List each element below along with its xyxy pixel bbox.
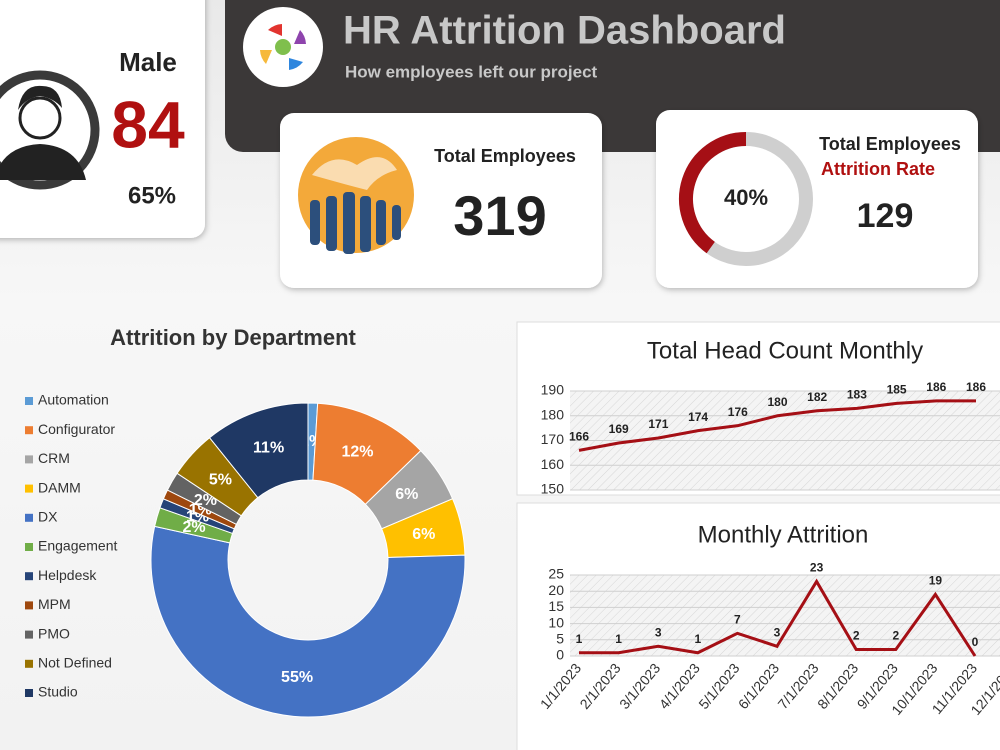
male-value: 84 <box>111 87 185 161</box>
y-tick-label: 15 <box>548 598 564 614</box>
legend-label: Not Defined <box>38 655 112 671</box>
header-title: HR Attrition Dashboard <box>343 9 786 53</box>
plot-area <box>570 575 1000 656</box>
legend-label: CRM <box>38 450 70 466</box>
legend-label: Studio <box>38 684 78 700</box>
data-line <box>578 399 976 452</box>
y-tick-label: 0 <box>556 647 564 663</box>
slice-label: 6% <box>395 486 418 503</box>
legend-label: Configurator <box>38 421 115 437</box>
attrition-sublabel: Attrition Rate <box>821 159 935 179</box>
data-label: 3 <box>774 625 781 639</box>
legend-marker <box>25 601 33 610</box>
legend-label: Engagement <box>38 538 118 554</box>
data-label: 183 <box>847 387 867 401</box>
data-label: 185 <box>887 383 907 397</box>
data-label: 3 <box>655 625 662 639</box>
donut-slice <box>208 402 309 499</box>
data-label: 174 <box>688 410 708 424</box>
y-tick-label: 25 <box>548 566 564 582</box>
attrition-card <box>656 110 978 288</box>
data-label: 2 <box>892 629 899 643</box>
donut-slice <box>150 525 466 718</box>
legend-marker <box>25 630 33 639</box>
gauge-arc <box>679 132 747 254</box>
legend-marker <box>25 513 33 522</box>
slice-label: 11% <box>253 439 284 456</box>
legend-label: Helpdesk <box>38 567 97 583</box>
slice-label: 55% <box>281 669 313 686</box>
legend-marker <box>25 543 33 551</box>
data-label: 186 <box>926 380 946 394</box>
male-label: Male <box>119 47 177 77</box>
chart-title: Monthly Attrition <box>698 521 869 548</box>
slice-label: 12% <box>342 444 374 461</box>
legend-marker <box>25 455 33 464</box>
legend-label: PMO <box>38 625 70 641</box>
legend-marker <box>25 689 33 697</box>
attrition-value: 129 <box>857 197 914 235</box>
slice-label: 5% <box>209 471 232 488</box>
legend-marker <box>25 484 33 493</box>
attrition-label: Total Employees <box>819 134 961 154</box>
data-label: 180 <box>767 395 787 409</box>
legend-label: Automation <box>38 392 109 408</box>
total-label: Total Employees <box>434 146 576 166</box>
data-label: 171 <box>648 417 668 431</box>
data-label: 2 <box>853 629 860 643</box>
legend-label: MPM <box>38 596 71 612</box>
header-subtitle: How employees left our project <box>345 62 598 81</box>
globe-image <box>298 137 414 254</box>
data-label: 23 <box>810 561 824 575</box>
data-line <box>579 578 977 657</box>
y-tick-label: 20 <box>548 582 564 598</box>
total-value: 319 <box>453 184 546 247</box>
legend-label: DX <box>38 509 58 525</box>
legend-marker <box>25 572 33 581</box>
y-tick-label: 160 <box>541 456 565 472</box>
data-label: 182 <box>807 390 827 404</box>
data-label: 1 <box>576 632 583 646</box>
data-label: 169 <box>609 422 629 436</box>
y-tick-label: 10 <box>548 614 564 630</box>
chart-title: Attrition by Department <box>110 325 356 350</box>
data-label: 1 <box>615 632 622 646</box>
male-icon <box>0 70 100 190</box>
data-label: 1 <box>694 632 701 646</box>
data-label: 186 <box>966 380 986 394</box>
logo-icon <box>260 24 306 70</box>
y-tick-label: 150 <box>541 481 565 497</box>
slice-label: 2% <box>182 519 205 536</box>
male-share: 65% <box>128 182 176 209</box>
y-tick-label: 5 <box>556 631 564 647</box>
data-label: 0 <box>972 635 979 649</box>
legend-marker <box>25 659 33 668</box>
legend-marker <box>25 426 33 435</box>
slice-label: 6% <box>412 526 435 543</box>
gauge-label: 40% <box>724 185 768 210</box>
data-label: 166 <box>569 430 589 444</box>
chart-title: Total Head Count Monthly <box>647 337 923 364</box>
y-tick-label: 190 <box>541 382 565 398</box>
legend-marker <box>25 397 33 405</box>
y-tick-label: 180 <box>541 406 565 422</box>
data-label: 19 <box>929 574 943 588</box>
legend-label: DAMM <box>38 479 81 495</box>
data-label: 7 <box>734 612 741 626</box>
data-label: 176 <box>728 405 748 419</box>
y-tick-label: 170 <box>541 431 565 447</box>
